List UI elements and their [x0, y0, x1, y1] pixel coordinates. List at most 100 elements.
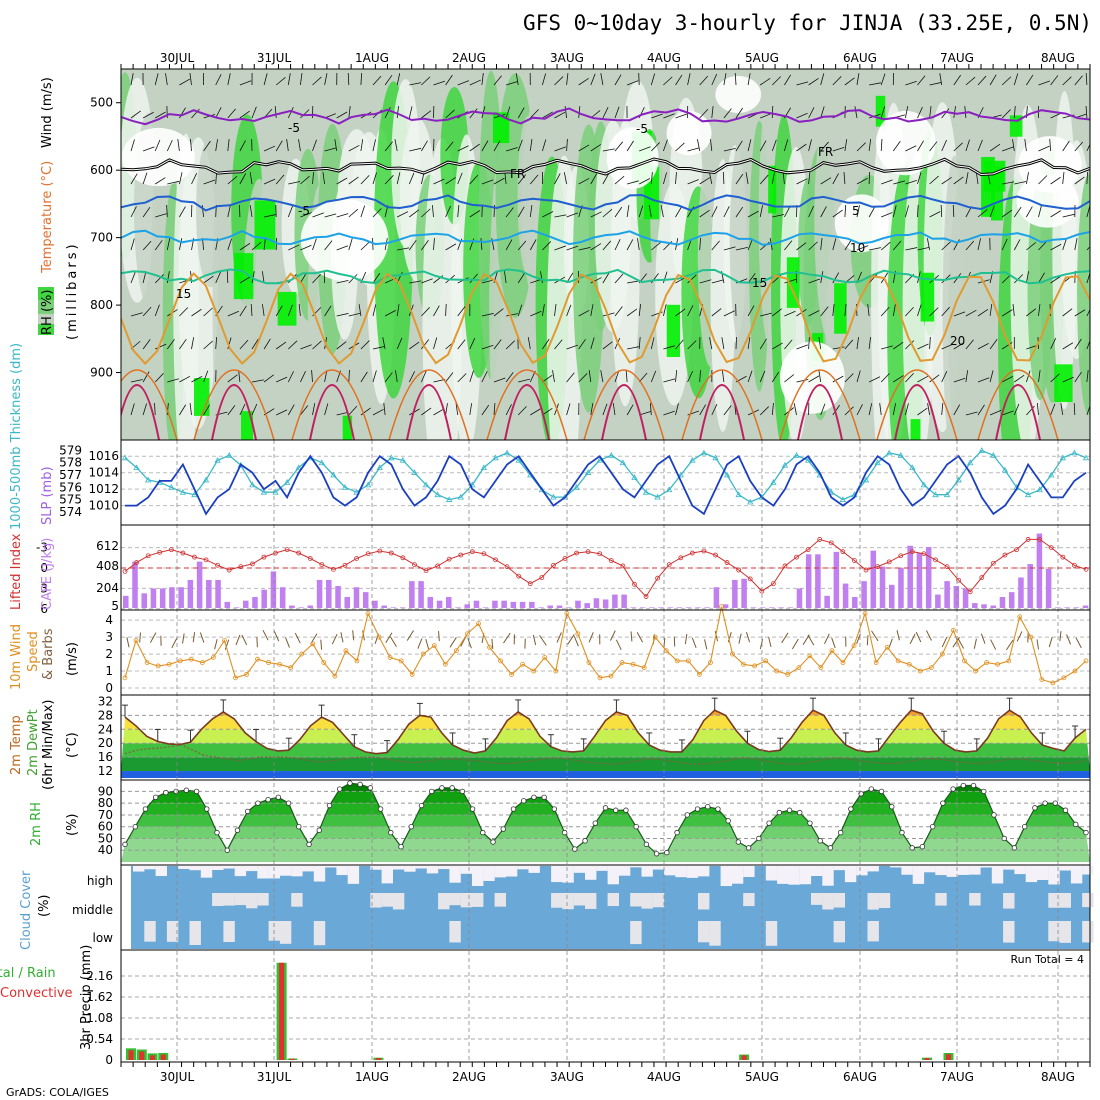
wind-barb: [1050, 243, 1062, 251]
rh-saturated-patch: [277, 291, 297, 326]
wind-barb: [142, 306, 152, 317]
li-tick-label: 0: [40, 561, 48, 575]
cloud-gap: [1082, 921, 1094, 943]
wind-barb: [239, 80, 252, 86]
wind-barb: [965, 240, 975, 251]
wind-barb: [844, 406, 854, 416]
wind-barb: [953, 142, 963, 152]
wind-barb: [166, 339, 175, 350]
wind-barb: [793, 403, 797, 416]
thickness-marker: [1059, 454, 1067, 461]
wind-barb: [203, 307, 213, 317]
wind-barb: [892, 240, 902, 251]
wind-barb: [892, 141, 901, 152]
wind-speed-marker: [553, 668, 559, 674]
wind-barb: [808, 310, 820, 317]
wind-barb: [215, 337, 218, 350]
wind-barb: [239, 276, 251, 284]
cloud-gap: [686, 866, 699, 878]
wind-barb: [1014, 374, 1025, 383]
wind-barb: [1026, 308, 1037, 317]
wind-barb: [191, 308, 202, 317]
cape-bar: [612, 594, 618, 608]
wind-barb: [735, 107, 743, 119]
wind-speed-marker: [1039, 677, 1045, 682]
rh-legend-swatch-2: [38, 300, 54, 314]
surface-wind-barb: [171, 637, 178, 649]
wind-barb: [600, 370, 604, 383]
y-tick-label: 16: [98, 750, 113, 764]
rh-saturated-patch: [834, 283, 847, 334]
wind-barb: [929, 106, 932, 119]
wind-barb: [747, 370, 753, 383]
cape-bar: [464, 604, 470, 608]
cloud-gap: [641, 866, 653, 877]
rh-saturated-patch: [666, 304, 680, 357]
y-tick-label: 1.08: [86, 1011, 113, 1025]
cloud-gap: [246, 866, 258, 872]
bottom-date-label: 3AUG: [550, 1070, 584, 1084]
wind-barb: [711, 403, 718, 416]
top-date-label: 1AUG: [355, 51, 389, 65]
wind-speed-marker: [310, 641, 316, 647]
cloud-gap: [856, 866, 868, 876]
wind-barb: [602, 173, 610, 185]
wind-barb: [905, 403, 909, 416]
wind-barb: [542, 374, 553, 383]
surface-wind-barb: [973, 638, 977, 649]
rh-marker: [643, 841, 650, 848]
low-level-contour: [309, 384, 355, 440]
wind-barb: [784, 279, 796, 284]
surface-wind-barb: [957, 638, 965, 649]
wind-barb: [687, 370, 694, 383]
wind-barb: [445, 243, 457, 251]
surface-wind-barb: [615, 639, 622, 651]
wind-speed-marker: [917, 668, 923, 674]
cape-bar: [326, 579, 332, 608]
cloud-gap: [743, 866, 755, 878]
wind-barb: [397, 247, 410, 251]
wind-speed-marker: [266, 660, 271, 665]
wind-barb: [566, 344, 579, 350]
wind-barb: [709, 172, 713, 185]
surface-wind-barb: [831, 637, 836, 649]
cape-bar: [501, 600, 507, 608]
rh-saturated-patch: [768, 165, 777, 214]
lifted-index-marker: [805, 547, 811, 553]
wind-barb: [298, 139, 301, 152]
upper-air-axis-labels: RH (%) Temperature (°C) Wind (m/s) (mill…: [38, 77, 80, 340]
cloud-gap: [957, 866, 970, 875]
wind-speed-marker: [365, 610, 371, 616]
wind-barb: [360, 72, 363, 86]
wind-barb: [1074, 238, 1078, 251]
thickness-marker: [492, 454, 499, 461]
cloud-gap: [449, 893, 461, 906]
lifted-index-marker: [539, 575, 545, 580]
wind-barb: [1001, 274, 1012, 284]
rh-marker: [449, 785, 455, 791]
wind-barb: [747, 305, 755, 317]
wind-barb: [977, 75, 987, 86]
wind-barb: [663, 304, 667, 317]
wind-barb: [566, 304, 572, 317]
wind-barb: [917, 204, 919, 218]
lifted-index-marker: [817, 537, 823, 542]
wind-barb: [1074, 338, 1082, 350]
wind-barb: [142, 403, 147, 416]
wind-barb: [905, 179, 917, 185]
precip-convective-bar: [279, 962, 285, 1060]
wind-barb: [699, 108, 709, 119]
wind-barb: [626, 140, 634, 152]
wind-speed-marker: [431, 643, 437, 649]
rh-marker: [664, 849, 670, 856]
lifted-index-marker: [655, 575, 661, 581]
wind-barb: [263, 338, 271, 350]
wind-barb: [977, 404, 985, 416]
low-level-contour: [486, 369, 568, 440]
rh-marker: [531, 794, 537, 800]
thickness-marker: [735, 491, 742, 498]
thickness-marker: [654, 493, 661, 500]
lifted-index-marker: [504, 564, 510, 570]
thickness-marker: [214, 456, 221, 463]
wind-barb: [433, 178, 445, 185]
